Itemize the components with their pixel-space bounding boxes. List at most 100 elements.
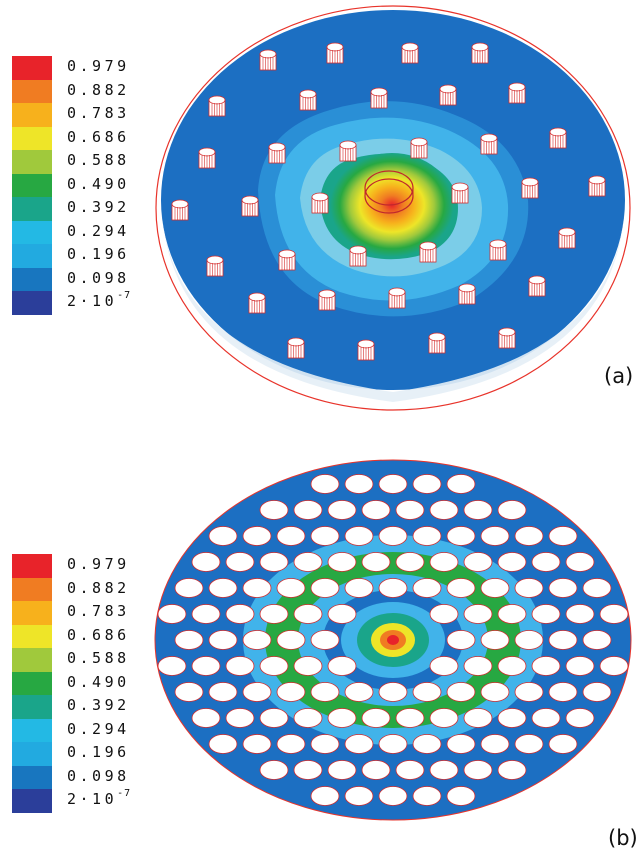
air-hole [412, 682, 442, 702]
air-hole [429, 760, 459, 780]
air-hole [480, 682, 510, 702]
air-hole [446, 578, 476, 598]
air-hole [531, 656, 561, 676]
legend-label: 0.686 [67, 625, 130, 644]
air-hole [344, 682, 374, 702]
air-hole [310, 578, 340, 598]
legend-label: 0.098 [67, 268, 130, 287]
air-hole [174, 682, 204, 702]
air-hole [242, 578, 272, 598]
air-hole-rod [311, 192, 329, 214]
air-hole [242, 526, 272, 546]
air-hole [225, 604, 255, 624]
air-hole-rod [198, 147, 216, 169]
air-hole [582, 682, 612, 702]
legend-swatch [12, 648, 52, 672]
air-hole-rod [419, 241, 437, 263]
air-hole-rod [528, 275, 546, 297]
air-hole [446, 630, 476, 650]
air-hole [327, 656, 357, 676]
legend-label: 0.783 [67, 104, 130, 122]
air-hole [565, 656, 595, 676]
air-hole [310, 734, 340, 754]
air-hole [361, 552, 391, 572]
air-hole [565, 604, 595, 624]
legend-swatch [12, 695, 52, 719]
legend-label: 0.882 [67, 80, 130, 99]
air-hole [548, 734, 578, 754]
air-hole [582, 578, 612, 598]
legend-min-base: 2·10 [67, 292, 118, 310]
air-hole [157, 604, 187, 624]
air-hole [327, 760, 357, 780]
air-hole [208, 526, 238, 546]
air-hole [276, 578, 306, 598]
air-hole [514, 682, 544, 702]
legend-swatch [12, 79, 52, 103]
air-hole-rod [318, 289, 336, 311]
air-hole [429, 708, 459, 728]
air-hole [259, 708, 289, 728]
legend-swatch [12, 671, 52, 695]
air-hole [497, 604, 527, 624]
air-hole [429, 656, 459, 676]
air-hole [293, 708, 323, 728]
air-hole [565, 552, 595, 572]
air-hole [548, 526, 578, 546]
air-hole-rod [349, 245, 367, 267]
air-hole-rod [241, 195, 259, 217]
legend-label: 0.196 [67, 245, 130, 263]
air-hole [412, 474, 442, 494]
air-hole [191, 552, 221, 572]
air-hole [259, 552, 289, 572]
legend-swatch [12, 197, 52, 221]
legend-label: 2·10-7 [67, 290, 131, 310]
air-hole [497, 760, 527, 780]
air-hole [412, 786, 442, 806]
air-hole [412, 578, 442, 598]
air-hole [293, 656, 323, 676]
air-hole-rod [480, 133, 498, 155]
air-hole [310, 786, 340, 806]
legend-swatch [12, 150, 52, 174]
air-hole [565, 708, 595, 728]
air-hole [276, 682, 306, 702]
air-hole-rod [206, 255, 224, 277]
legend-swatch [12, 103, 52, 127]
air-hole [395, 552, 425, 572]
air-hole [497, 552, 527, 572]
air-hole [344, 786, 374, 806]
air-hole [378, 526, 408, 546]
air-hole [548, 578, 578, 598]
air-hole [514, 578, 544, 598]
air-hole [361, 760, 391, 780]
air-hole [378, 734, 408, 754]
air-hole [429, 552, 459, 572]
legend-swatch [12, 742, 52, 766]
air-hole [225, 656, 255, 676]
legend-swatch [12, 554, 52, 578]
air-hole-rod [558, 227, 576, 249]
air-hole [480, 526, 510, 546]
legend-swatch [12, 577, 52, 601]
air-hole [548, 630, 578, 650]
air-hole [446, 734, 476, 754]
air-hole [310, 682, 340, 702]
legend-swatch [12, 624, 52, 648]
air-hole-rod [268, 142, 286, 164]
air-hole [191, 656, 221, 676]
air-hole [191, 708, 221, 728]
air-hole-rod [588, 175, 606, 197]
air-hole [497, 500, 527, 520]
air-hole [174, 578, 204, 598]
panel-a: 0.979 0.882 0.783 0.686 0.588 0.490 0.392 0.294… [0, 0, 642, 420]
air-hole [259, 500, 289, 520]
air-hole-rod [471, 42, 489, 64]
legend-label: 0.392 [67, 696, 130, 714]
air-hole [208, 578, 238, 598]
air-hole [327, 500, 357, 520]
air-hole [293, 552, 323, 572]
legend-min-base: 2·10 [67, 790, 118, 808]
air-hole [582, 630, 612, 650]
air-hole [310, 630, 340, 650]
